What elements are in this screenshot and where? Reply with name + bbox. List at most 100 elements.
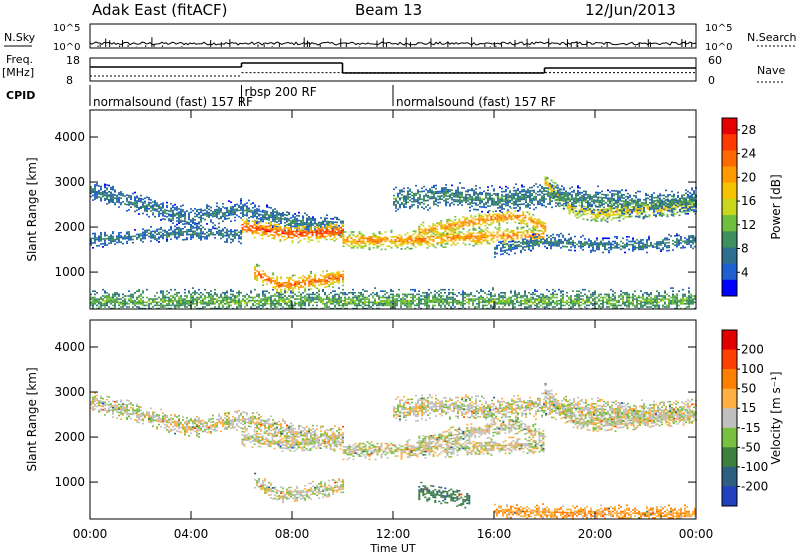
echo-cell: [270, 207, 272, 209]
echo-cell: [638, 247, 640, 249]
echo-cell: [397, 192, 399, 195]
echo-cell: [458, 239, 461, 241]
echo-cell: [286, 211, 288, 213]
echo-cell: [100, 196, 102, 199]
echo-cell: [597, 191, 599, 194]
echo-cell: [420, 241, 423, 243]
echo-cell: [394, 243, 397, 246]
echo-cell: [596, 248, 598, 251]
echo-cell: [140, 298, 142, 300]
echo-cell: [657, 212, 659, 214]
echo-cell: [617, 190, 619, 192]
echo-cell: [679, 208, 681, 211]
echo-cell: [268, 276, 271, 279]
echo-cell: [260, 220, 262, 222]
echo-cell: [423, 190, 425, 193]
echo-cell: [234, 231, 236, 233]
echo-cell: [562, 242, 564, 245]
echo-cell: [486, 218, 489, 220]
nsky-trace: [89, 37, 697, 47]
echo-cell: [118, 238, 120, 240]
echo-cell: [648, 209, 651, 211]
echo-cell: [390, 229, 393, 232]
echo-cell: [631, 198, 633, 200]
echo-cell: [120, 303, 122, 305]
echo-cell: [442, 246, 445, 248]
echo-cell: [669, 203, 671, 206]
echo-cell: [524, 249, 526, 251]
echo-cell: [502, 236, 505, 238]
echo-cell: [476, 243, 479, 245]
echo-cell: [112, 298, 114, 300]
echo-cell: [336, 281, 339, 283]
echo-cell: [446, 243, 449, 245]
echo-cell: [382, 237, 385, 240]
echo-cell: [132, 238, 134, 241]
echo-cell: [455, 199, 457, 201]
echo-cell: [474, 240, 477, 242]
echo-cell: [106, 301, 108, 304]
echo-cell: [482, 217, 485, 219]
echo-cell: [443, 187, 445, 189]
echo-cell: [309, 239, 312, 241]
echo-cell: [142, 231, 144, 234]
echo-cell: [170, 209, 172, 211]
echo-cell: [659, 201, 661, 203]
echo-cell: [497, 200, 499, 203]
echo-cell: [264, 216, 266, 219]
echo-cell: [689, 198, 691, 201]
echo-cell: [352, 239, 355, 241]
echo-cell: [246, 213, 248, 215]
echo-cell: [315, 226, 318, 229]
echo-cell: [461, 201, 463, 203]
echo-cell: [214, 209, 216, 211]
echo-cell: [370, 236, 373, 238]
echo-cell: [296, 224, 298, 226]
echo-cell: [136, 201, 138, 204]
echo-cell: [484, 236, 487, 239]
echo-cell: [384, 240, 387, 243]
echo-cell: [590, 219, 593, 222]
echo-cell: [519, 192, 521, 195]
echo-cell: [338, 225, 340, 227]
echo-cell: [198, 227, 200, 230]
echo-cell: [186, 237, 188, 239]
echo-cell: [454, 230, 457, 232]
echo-cell: [435, 200, 437, 203]
echo-cell: [236, 232, 238, 235]
echo-cell: [447, 195, 449, 197]
echo-cell: [144, 205, 146, 207]
echo-cell: [649, 206, 651, 209]
echo-cell: [455, 194, 457, 196]
echo-cell: [350, 237, 353, 240]
echo-cell: [455, 192, 457, 195]
echo-cell: [334, 278, 337, 280]
echo-cell: [484, 235, 487, 237]
echo-cell: [506, 236, 509, 238]
echo-cell: [691, 209, 693, 211]
echo-cell: [314, 276, 317, 279]
echo-cell: [272, 217, 274, 219]
echo-cell: [281, 229, 284, 231]
echo-cell: [582, 242, 584, 245]
echo-cell: [270, 216, 272, 219]
echo-cell: [438, 223, 441, 226]
echo-cell: [156, 239, 158, 242]
echo-cell: [176, 228, 178, 231]
echo-cell: [472, 225, 475, 227]
echo-cell: [327, 229, 330, 231]
echo-cell: [557, 186, 559, 189]
echo-cell: [194, 226, 196, 229]
echo-cell: [325, 230, 328, 233]
echo-cell: [317, 226, 320, 229]
echo-cell: [587, 200, 589, 202]
echo-cell: [653, 201, 655, 204]
echo-cell: [272, 209, 274, 211]
echo-cell: [533, 191, 535, 193]
echo-cell: [186, 210, 188, 212]
echo-cell: [98, 301, 100, 304]
echo-cell: [612, 212, 615, 215]
echo-cell: [150, 210, 152, 212]
echo-cell: [451, 197, 453, 199]
echo-cell: [257, 223, 260, 225]
